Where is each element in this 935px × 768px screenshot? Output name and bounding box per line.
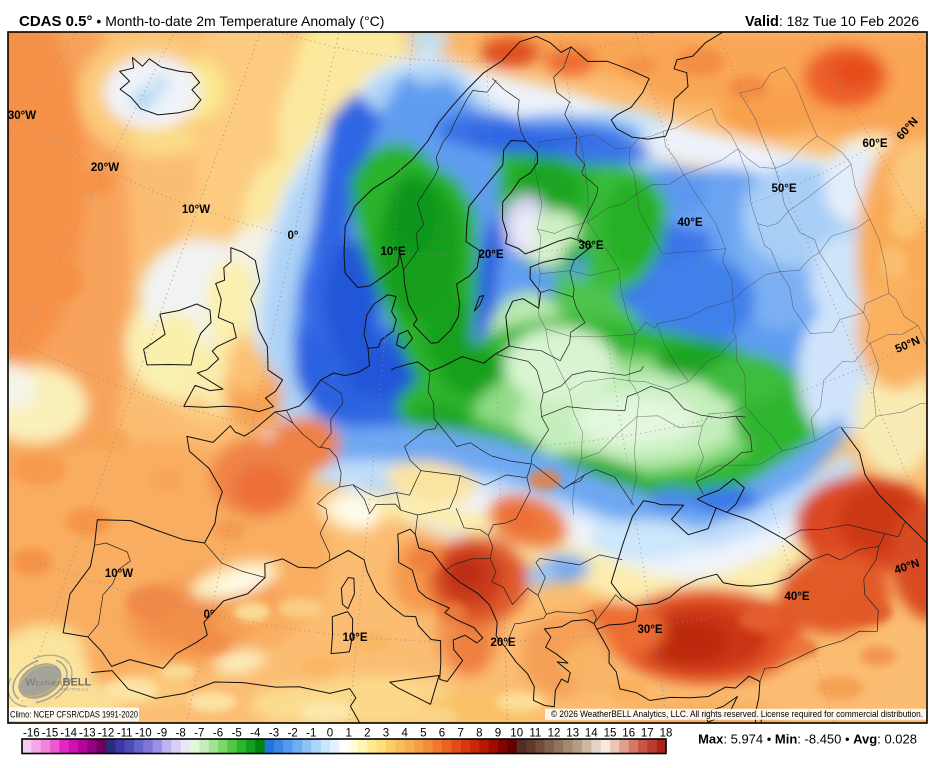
svg-text:CDAS 0.5° • Month-to-date 2m T: CDAS 0.5° • Month-to-date 2m Temperature…	[19, 13, 384, 30]
svg-text:40°E: 40°E	[677, 217, 702, 229]
svg-text:10°W: 10°W	[105, 568, 133, 580]
svg-text:6: 6	[439, 728, 445, 740]
svg-text:17: 17	[641, 728, 654, 740]
svg-text:15: 15	[604, 728, 617, 740]
svg-text:-14: -14	[60, 728, 77, 740]
svg-text:-3: -3	[269, 728, 279, 740]
svg-text:-8: -8	[176, 728, 186, 740]
svg-text:20°E: 20°E	[490, 637, 515, 649]
svg-text:0°: 0°	[288, 230, 299, 242]
svg-text:-10: -10	[135, 728, 152, 740]
svg-text:7: 7	[457, 728, 463, 740]
svg-text:12: 12	[548, 728, 561, 740]
svg-text:10: 10	[510, 728, 523, 740]
svg-text:10°E: 10°E	[342, 632, 367, 644]
svg-text:11: 11	[529, 728, 541, 740]
svg-text:40°E: 40°E	[784, 591, 809, 603]
svg-text:ANALYTICS LLC: ANALYTICS LLC	[60, 688, 89, 692]
svg-text:30°E: 30°E	[637, 624, 662, 636]
svg-text:20°E: 20°E	[478, 249, 503, 261]
svg-text:8: 8	[476, 728, 482, 740]
svg-text:2: 2	[364, 728, 370, 740]
svg-text:-13: -13	[79, 728, 96, 740]
svg-text:18: 18	[660, 728, 673, 740]
svg-text:16: 16	[622, 728, 635, 740]
svg-text:20°W: 20°W	[91, 162, 119, 174]
svg-text:-1: -1	[306, 728, 316, 740]
svg-text:-2: -2	[288, 728, 298, 740]
svg-text:-7: -7	[194, 728, 204, 740]
svg-text:13: 13	[566, 728, 579, 740]
svg-text:4: 4	[401, 728, 408, 740]
svg-text:10°W: 10°W	[182, 204, 210, 216]
svg-text:60°E: 60°E	[862, 138, 887, 150]
svg-text:-11: -11	[117, 728, 133, 740]
svg-text:Max: 5.974 • Min: -8.450 • Avg: Max: 5.974 • Min: -8.450 • Avg: 0.028	[698, 732, 917, 747]
svg-text:14: 14	[585, 728, 598, 740]
svg-text:-6: -6	[213, 728, 223, 740]
svg-text:0°: 0°	[204, 609, 215, 621]
svg-text:1: 1	[345, 728, 351, 740]
svg-text:Valid: 18z Tue 10 Feb 2026: Valid: 18z Tue 10 Feb 2026	[745, 13, 919, 30]
svg-text:50°E: 50°E	[771, 183, 796, 195]
svg-text:-16: -16	[23, 728, 40, 740]
svg-text:0: 0	[327, 728, 333, 740]
svg-text:-15: -15	[42, 728, 59, 740]
svg-text:5: 5	[420, 728, 426, 740]
svg-text:Climo: NCEP CFSR/CDAS 1991-202: Climo: NCEP CFSR/CDAS 1991-2020	[10, 709, 138, 720]
svg-text:30°E: 30°E	[578, 240, 603, 252]
svg-text:9: 9	[495, 728, 501, 740]
svg-text:-12: -12	[98, 728, 115, 740]
svg-text:© 2026 WeatherBELL Analytics,: © 2026 WeatherBELL Analytics, LLC. All r…	[551, 709, 923, 720]
svg-text:30°W: 30°W	[8, 110, 36, 122]
svg-text:-9: -9	[157, 728, 167, 740]
svg-text:10°E: 10°E	[380, 246, 405, 258]
svg-text:-4: -4	[250, 728, 261, 740]
svg-text:-5: -5	[232, 728, 242, 740]
svg-text:3: 3	[383, 728, 389, 740]
